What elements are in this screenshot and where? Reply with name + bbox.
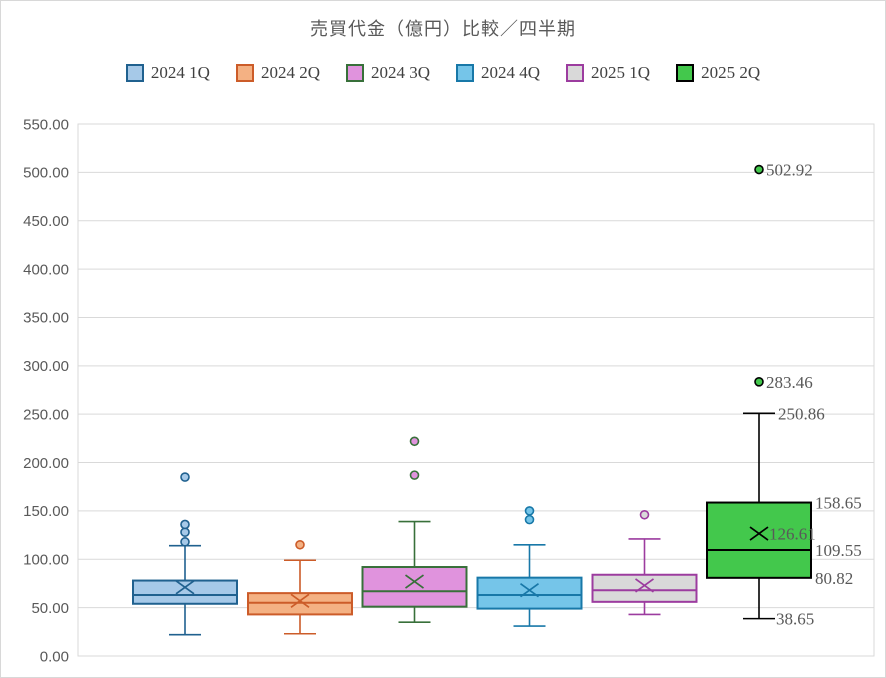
data-label-2025-2q: 126.61 xyxy=(769,524,816,543)
y-tick-label: 200.00 xyxy=(23,455,69,472)
data-label-2025-2q: 502.92 xyxy=(766,160,813,179)
outlier-dot-2024-2q xyxy=(295,539,305,550)
box-2025-1q xyxy=(591,573,698,603)
box-2024-3q xyxy=(361,566,468,608)
outlier-dot-2024-4q xyxy=(524,514,535,525)
outlier-dot-2024-1q xyxy=(180,472,190,482)
y-tick-label: 400.00 xyxy=(23,261,69,278)
data-label-2025-2q: 158.65 xyxy=(815,493,862,512)
legend-item-2024-3q: 2024 3Q xyxy=(345,63,430,83)
y-tick-label: 0.00 xyxy=(40,648,69,665)
outlier-dot-2024-1q xyxy=(180,519,190,530)
y-tick-label: 500.00 xyxy=(23,165,69,182)
mean-marker-2024-1q xyxy=(175,580,195,595)
chart-legend: 2024 1Q 2024 2Q 2024 3Q 2024 4Q 2025 1Q 2025 … xyxy=(1,63,885,83)
y-tick-label: 100.00 xyxy=(23,552,69,569)
legend-swatch-icon xyxy=(566,64,585,82)
outlier-dot-2024-1q xyxy=(180,527,190,537)
y-tick-label: 550.00 xyxy=(23,116,69,133)
data-label-2025-2q: 250.86 xyxy=(778,404,825,423)
box-2024-4q xyxy=(476,576,583,610)
legend-label: 2025 2Q xyxy=(701,63,761,82)
legend-item-2024-4q: 2024 4Q xyxy=(456,63,540,83)
legend-label: 2024 2Q xyxy=(260,63,320,82)
data-label-2025-2q: 283.46 xyxy=(766,373,813,392)
y-tick-label: 350.00 xyxy=(23,310,69,327)
legend-label: 2025 1Q xyxy=(591,63,651,82)
outlier-dot-2025-2q xyxy=(754,164,764,175)
legend-swatch-icon xyxy=(125,64,144,82)
legend-item-2024-1q: 2024 1Q xyxy=(125,63,210,83)
legend-swatch-icon xyxy=(456,64,474,82)
y-tick-label: 450.00 xyxy=(23,213,69,230)
legend-swatch-icon xyxy=(676,64,695,82)
legend-item-2024-2q: 2024 2Q xyxy=(235,63,320,83)
outlier-dot-2024-3q xyxy=(409,436,420,447)
y-tick-label: 250.00 xyxy=(23,406,69,423)
data-label-2025-2q: 38.65 xyxy=(776,610,814,629)
mean-marker-2025-1q xyxy=(635,578,654,593)
mean-marker-2024-4q xyxy=(520,583,539,598)
box-2024-1q xyxy=(132,579,238,605)
y-tick-label: 300.00 xyxy=(23,358,69,375)
legend-label: 2024 1Q xyxy=(150,63,210,82)
mean-marker-2024-2q xyxy=(290,593,310,609)
legend-swatch-icon xyxy=(345,64,364,82)
outlier-dot-2024-1q xyxy=(180,537,190,547)
outlier-dot-2025-1q xyxy=(639,509,650,520)
legend-item-2025-2q: 2025 2Q xyxy=(676,63,760,83)
mean-marker-2024-3q xyxy=(405,574,424,589)
legend-label: 2024 4Q xyxy=(481,63,541,82)
data-label-2025-2q: 109.55 xyxy=(815,541,862,560)
y-tick-label: 50.00 xyxy=(31,600,69,617)
chart-title: 売買代金（億円）比較／四半期 xyxy=(310,19,576,39)
outlier-dot-2025-2q xyxy=(754,377,764,387)
y-tick-label: 150.00 xyxy=(23,503,69,520)
mean-marker-2025-2q xyxy=(749,526,769,541)
outlier-dot-2024-3q xyxy=(409,470,420,480)
legend-swatch-icon xyxy=(235,64,254,82)
legend-item-2025-1q: 2025 1Q xyxy=(566,63,650,83)
legend-label: 2024 3Q xyxy=(370,63,430,82)
data-label-2025-2q: 80.82 xyxy=(815,569,853,588)
box-2025-2q xyxy=(706,501,812,579)
outlier-dot-2024-4q xyxy=(524,506,535,516)
